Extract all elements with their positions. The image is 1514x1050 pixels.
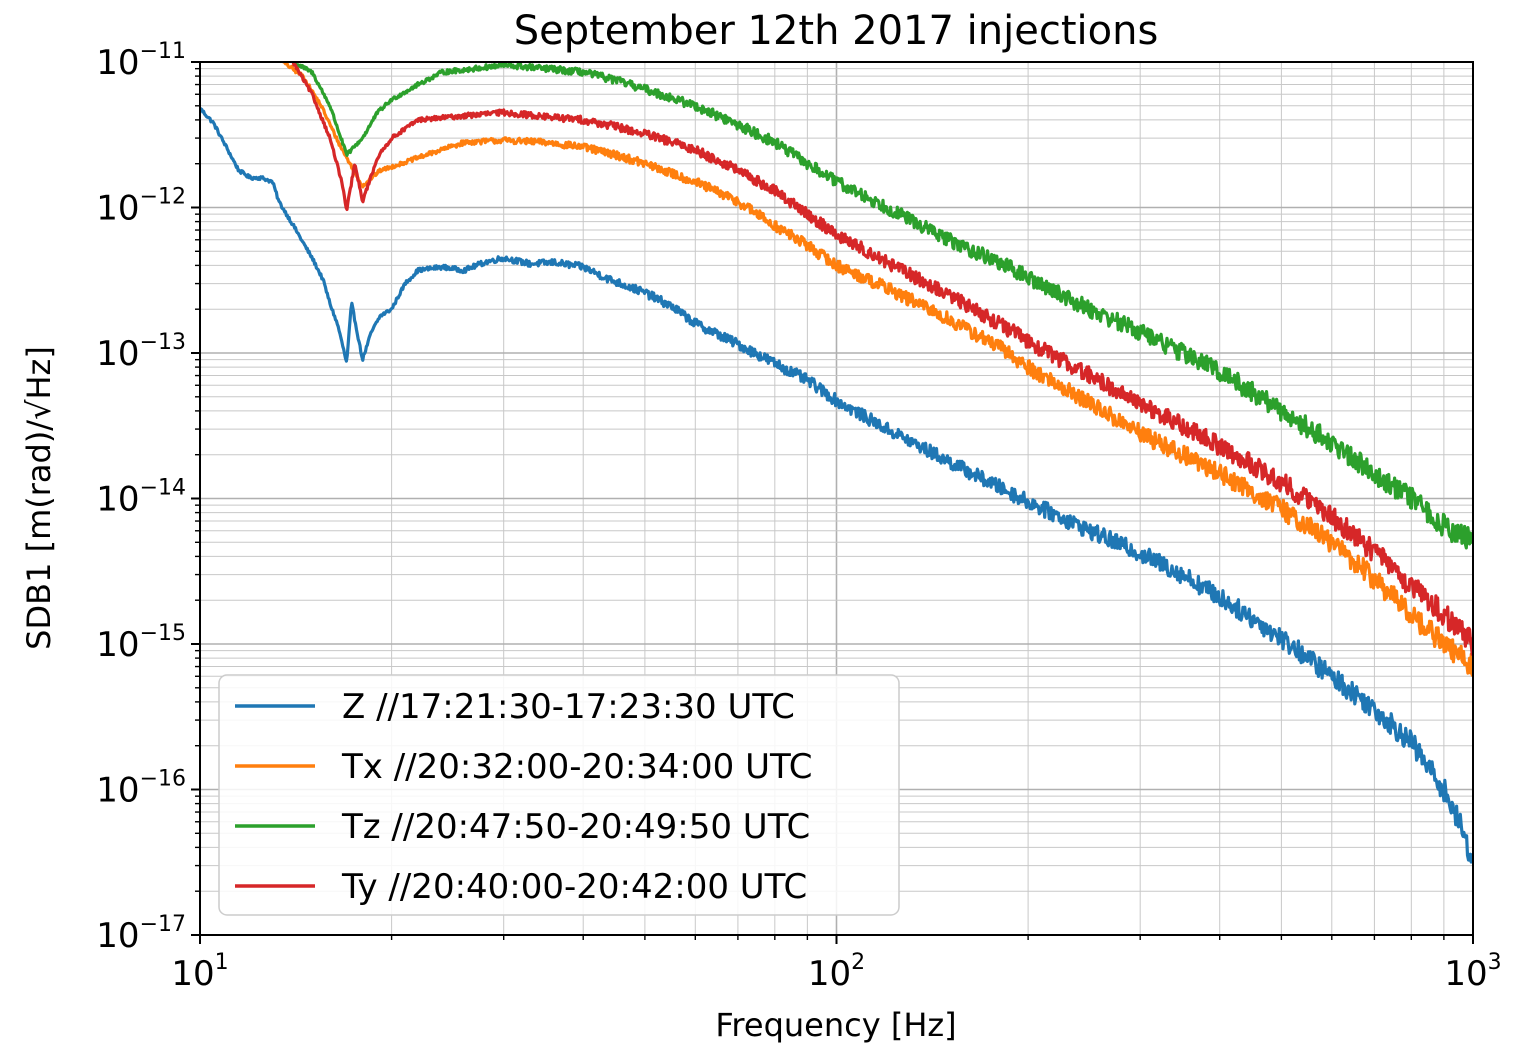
series-layer xyxy=(200,62,1473,864)
legend-label: Z //17:21:30-17:23:30 UTC xyxy=(342,687,795,727)
legend-box xyxy=(218,674,900,916)
x-axis-label: Frequency [Hz] xyxy=(715,1006,956,1044)
y-tick-label: 10−17 xyxy=(96,912,186,956)
legend-label: Tx //20:32:00-20:34:00 UTC xyxy=(341,747,813,787)
legend-label: Ty //20:40:00-20:42:00 UTC xyxy=(341,867,807,907)
legend: Z //17:21:30-17:23:30 UTC Tx //20:32:00-2… xyxy=(218,674,900,916)
series-line-4 xyxy=(291,62,1473,656)
y-tick-label: 10−13 xyxy=(96,330,186,374)
x-axis: 101 102 103 xyxy=(171,935,1502,994)
x-tick-label: 103 xyxy=(1444,950,1501,994)
legend-label: Tz //20:47:50-20:49:50 UTC xyxy=(341,807,810,847)
y-tick-label: 10−11 xyxy=(96,39,186,83)
chart-title: September 12th 2017 injections xyxy=(514,8,1159,54)
y-tick-label: 10−15 xyxy=(96,621,186,665)
x-tick-label: 102 xyxy=(808,950,865,994)
y-axis-label: SDB1 [m(rad)/√Hz] xyxy=(20,346,58,650)
series-line-2 xyxy=(281,62,1473,678)
series-line-3 xyxy=(292,62,1473,550)
y-tick-label: 10−14 xyxy=(96,476,186,520)
y-tick-label: 10−12 xyxy=(96,185,186,229)
y-axis: 10−11 10−12 10−13 10−14 10−15 10−16 10−17 xyxy=(96,39,200,956)
y-tick-label: 10−16 xyxy=(96,767,186,811)
series-line-1 xyxy=(200,107,1473,864)
x-tick-label: 101 xyxy=(171,950,228,994)
